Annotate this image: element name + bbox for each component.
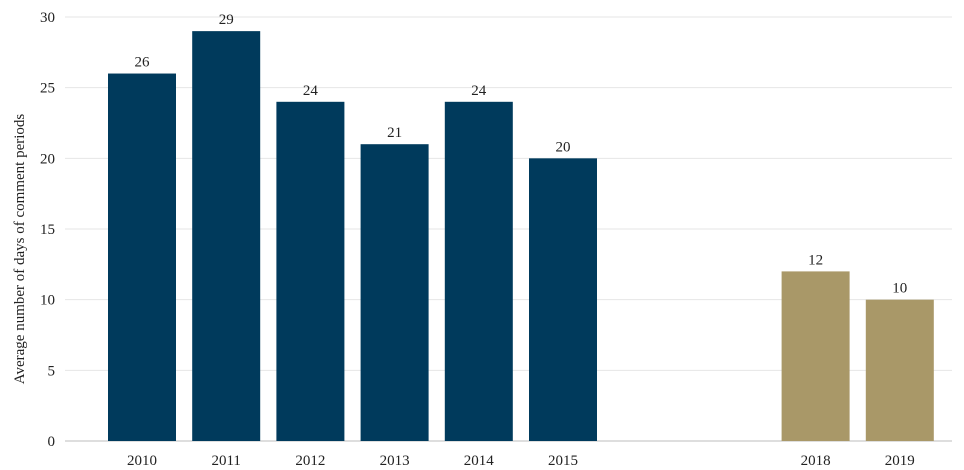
y-tick-label-10: 10 [40, 293, 55, 309]
y-tick-label-0: 0 [48, 434, 56, 450]
y-tick-label-5: 5 [48, 363, 56, 379]
data-label-2013: 21 [387, 125, 402, 141]
x-tick-label-2011: 2011 [211, 453, 240, 469]
x-tick-label-2014: 2014 [464, 453, 495, 469]
y-axis-title: Average number of days of comment period… [12, 114, 28, 385]
data-label-2018: 12 [808, 252, 823, 268]
bar-2011 [192, 31, 261, 442]
bar-2013 [360, 144, 429, 441]
bar-2015 [529, 158, 597, 442]
bar-2019 [865, 299, 934, 441]
data-label-2015: 20 [556, 139, 571, 155]
x-tick-label-2015: 2015 [548, 453, 578, 469]
y-tick-label-15: 15 [40, 222, 55, 238]
x-tick-label-2019: 2019 [885, 453, 915, 469]
data-label-2014: 24 [471, 83, 487, 99]
data-label-2010: 26 [135, 55, 151, 71]
x-tick-label-2018: 2018 [801, 453, 831, 469]
y-tick-label-30: 30 [40, 10, 55, 26]
bar-2012 [276, 101, 345, 442]
data-label-2011: 29 [219, 12, 234, 28]
x-tick-label-2013: 2013 [380, 453, 410, 469]
x-tick-label-2010: 2010 [127, 453, 157, 469]
data-label-2012: 24 [303, 83, 319, 99]
bar-2014 [444, 101, 513, 442]
x-tick-label-2012: 2012 [295, 453, 325, 469]
bars: 26 29 24 21 24 20 12 10 [108, 12, 934, 442]
y-tick-label-20: 20 [40, 151, 55, 167]
bar-2018 [781, 271, 850, 441]
y-axis-ticks: 0 5 10 15 20 25 30 [40, 10, 55, 450]
x-axis-labels: 2010 2011 2012 2013 2014 2015 2018 2019 [127, 453, 915, 469]
data-label-2019: 10 [892, 281, 907, 297]
y-tick-label-25: 25 [40, 81, 55, 97]
bar-2010 [108, 73, 176, 442]
